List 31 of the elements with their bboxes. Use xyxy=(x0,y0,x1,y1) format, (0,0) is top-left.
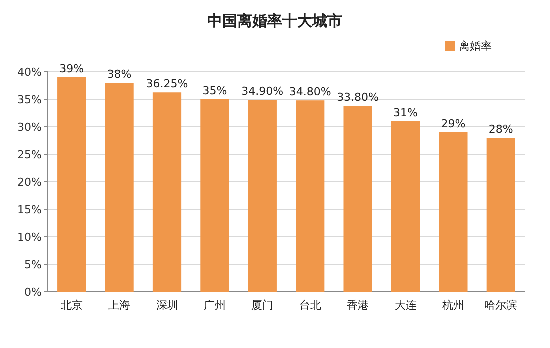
x-tick-label: 深圳 xyxy=(156,299,178,312)
data-label: 39% xyxy=(60,62,84,76)
data-label: 38% xyxy=(107,68,132,81)
y-tick-label: 0% xyxy=(24,286,42,299)
y-tick-label: 40% xyxy=(18,66,42,79)
x-tick-label: 台北 xyxy=(299,299,322,312)
data-label: 31% xyxy=(394,106,418,120)
legend-label: 离婚率 xyxy=(459,40,492,53)
y-tick-label: 25% xyxy=(18,148,42,162)
y-tick-label: 15% xyxy=(18,204,42,216)
x-tick-label: 杭州 xyxy=(441,299,464,312)
data-label: 34.80% xyxy=(289,86,332,99)
y-tick-label: 35% xyxy=(18,94,42,106)
y-tick-label: 30% xyxy=(18,121,42,134)
x-tick-label: 大连 xyxy=(394,299,417,312)
x-tick-label: 广州 xyxy=(204,299,226,312)
x-tick-label: 厦门 xyxy=(252,299,274,312)
data-label: 35% xyxy=(202,84,228,98)
data-label: 29% xyxy=(441,118,466,130)
x-tick-label: 香港 xyxy=(347,299,370,312)
data-label: 36.25% xyxy=(146,78,188,91)
y-tick-label: 10% xyxy=(18,231,42,244)
x-tick-label: 北京 xyxy=(60,299,83,312)
y-tick-label: 5% xyxy=(24,258,42,272)
x-tick-label: 上海 xyxy=(108,299,131,312)
title: 中国离婚率十大城市 xyxy=(208,12,342,30)
y-tick-label: 20% xyxy=(18,176,42,189)
data-label: 28% xyxy=(488,123,514,136)
data-label: 34.90% xyxy=(242,85,284,98)
data-label: 33.80% xyxy=(337,91,380,104)
x-tick-label: 哈尔滨 xyxy=(484,299,518,312)
